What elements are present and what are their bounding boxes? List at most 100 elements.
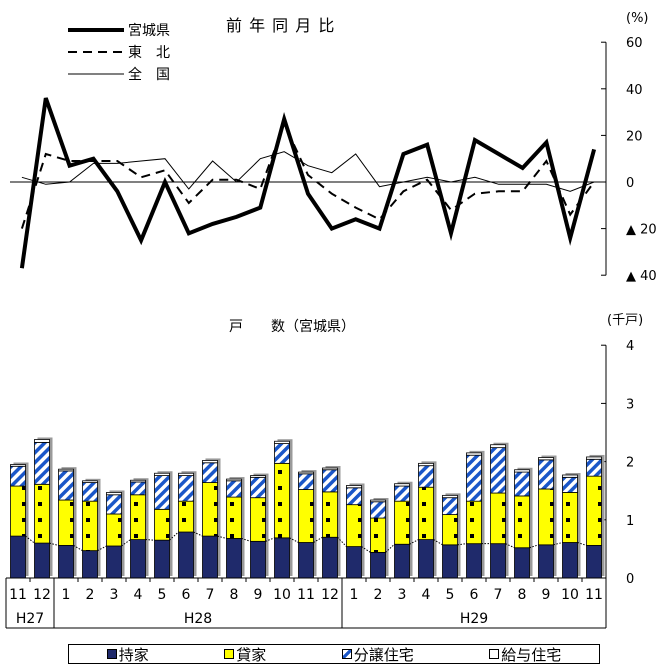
bar-segment-1 bbox=[298, 489, 314, 543]
bar-segment-3 bbox=[490, 444, 506, 449]
bar-connector bbox=[25, 535, 35, 544]
bar-segment-3 bbox=[586, 456, 602, 460]
bar-segment-0 bbox=[154, 539, 170, 579]
bar-connector bbox=[337, 536, 347, 547]
bar-segment-2 bbox=[586, 458, 602, 477]
bar-segment-2 bbox=[418, 465, 434, 488]
legend-item-company: 給与住宅 bbox=[489, 644, 561, 665]
legend-swatch-rental bbox=[224, 649, 235, 659]
line-legend-label-2: 全 国 bbox=[128, 66, 170, 83]
bar-x-tick-label: 7 bbox=[494, 587, 503, 603]
bar-segment-1 bbox=[322, 491, 338, 538]
bar-segment-2 bbox=[346, 487, 362, 506]
bar-x-tick-label: 8 bbox=[518, 587, 527, 603]
bar-legend: 持家 貸家 分譲住宅 給与住宅 bbox=[68, 644, 600, 664]
bar-segment-3 bbox=[538, 457, 554, 461]
bar-segment-3 bbox=[82, 480, 98, 483]
bar-segment-1 bbox=[34, 483, 50, 544]
bar-x-tick-label: 12 bbox=[33, 587, 51, 603]
bar-segment-0 bbox=[490, 543, 506, 579]
bar-segment-2 bbox=[514, 471, 530, 497]
legend-item-own: 持家 bbox=[106, 644, 149, 665]
bar-segment-2 bbox=[10, 465, 26, 487]
bar-segment-2 bbox=[82, 482, 98, 502]
bar-segment-2 bbox=[154, 475, 170, 510]
bar-segment-0 bbox=[298, 542, 314, 579]
bar-segment-0 bbox=[346, 546, 362, 579]
bar-segment-0 bbox=[130, 539, 146, 579]
bar-x-tick-label: 9 bbox=[254, 587, 263, 603]
bar-segment-3 bbox=[130, 479, 146, 483]
bar-segment-2 bbox=[442, 497, 458, 515]
bar-segment-0 bbox=[178, 531, 194, 579]
bar-segment-3 bbox=[418, 462, 434, 467]
bar-segment-1 bbox=[466, 500, 482, 545]
bar-segment-1 bbox=[346, 504, 362, 547]
bar-x-tick-label: 1 bbox=[62, 587, 71, 603]
bar-segment-1 bbox=[154, 508, 170, 541]
bar-segment-1 bbox=[178, 500, 194, 533]
bar-segment-2 bbox=[250, 476, 266, 499]
legend-swatch-own bbox=[106, 649, 117, 659]
bar-x-tick-label: 11 bbox=[297, 587, 315, 603]
bar-y-unit: (千戸) bbox=[607, 313, 643, 328]
bar-segment-1 bbox=[58, 499, 74, 546]
bar-x-tick-label: 5 bbox=[158, 587, 167, 603]
line-legend-label-1: 東 北 bbox=[128, 45, 170, 61]
bar-y-tick-label: 2 bbox=[626, 456, 634, 471]
bar-segment-2 bbox=[202, 462, 218, 483]
bar-segment-0 bbox=[562, 542, 578, 579]
bar-segment-3 bbox=[202, 460, 218, 464]
bar-x-tick-label: 5 bbox=[446, 587, 455, 603]
legend-label-condo: 分譲住宅 bbox=[353, 645, 414, 664]
bar-segment-3 bbox=[298, 471, 314, 475]
bar-segment-1 bbox=[586, 475, 602, 546]
bar-x-tick-label: 10 bbox=[273, 587, 291, 603]
line-series-1 bbox=[20, 121, 595, 229]
bar-x-tick-label: 7 bbox=[206, 587, 215, 603]
bar-x-tick-label: 8 bbox=[230, 587, 239, 603]
line-legend-label-0: 宮城県 bbox=[128, 23, 170, 39]
bar-x-tick-label: 6 bbox=[470, 587, 479, 603]
bar-segment-0 bbox=[322, 536, 338, 579]
bar-segment-0 bbox=[226, 538, 242, 579]
bar-x-tick-label: 9 bbox=[542, 587, 551, 603]
line-y-unit: (%) bbox=[626, 11, 649, 26]
bar-y-tick-label: 3 bbox=[626, 397, 634, 412]
bar-segment-3 bbox=[394, 483, 410, 487]
line-y-tick-label: 0 bbox=[626, 176, 634, 191]
legend-item-condo: 分譲住宅 bbox=[341, 644, 414, 665]
bar-segment-0 bbox=[274, 537, 290, 579]
bar-y-tick-label: 4 bbox=[626, 339, 634, 354]
bar-segment-3 bbox=[250, 475, 266, 478]
bar-segment-2 bbox=[538, 459, 554, 490]
bar-x-tick-label: 4 bbox=[422, 587, 431, 603]
bar-segment-1 bbox=[490, 492, 506, 545]
line-y-tick-label: 60 bbox=[626, 36, 643, 51]
bar-x-tick-label: 2 bbox=[86, 587, 95, 603]
bar-segment-1 bbox=[562, 492, 578, 543]
bar-x-tick-label: 6 bbox=[182, 587, 191, 603]
bar-x-tick-label: 1 bbox=[350, 587, 359, 603]
legend-swatch-condo bbox=[341, 649, 352, 659]
bar-segment-1 bbox=[130, 494, 146, 540]
bar-segment-3 bbox=[562, 474, 578, 478]
bar-segment-0 bbox=[466, 543, 482, 579]
line-y-tick-label: ▲ 20 bbox=[626, 223, 657, 238]
legend-label-own: 持家 bbox=[118, 645, 149, 664]
bar-segment-0 bbox=[58, 545, 74, 579]
bar-segment-0 bbox=[82, 550, 98, 579]
bar-segment-2 bbox=[370, 501, 386, 519]
bar-segment-3 bbox=[226, 478, 242, 482]
line-y-tick-label: 20 bbox=[626, 129, 643, 144]
bar-segment-2 bbox=[274, 443, 290, 464]
bar-x-tick-label: 11 bbox=[9, 587, 27, 603]
bar-segment-1 bbox=[82, 500, 98, 552]
bar-segment-3 bbox=[514, 469, 530, 473]
bar-segment-2 bbox=[394, 485, 410, 502]
bar-segment-3 bbox=[442, 494, 458, 499]
